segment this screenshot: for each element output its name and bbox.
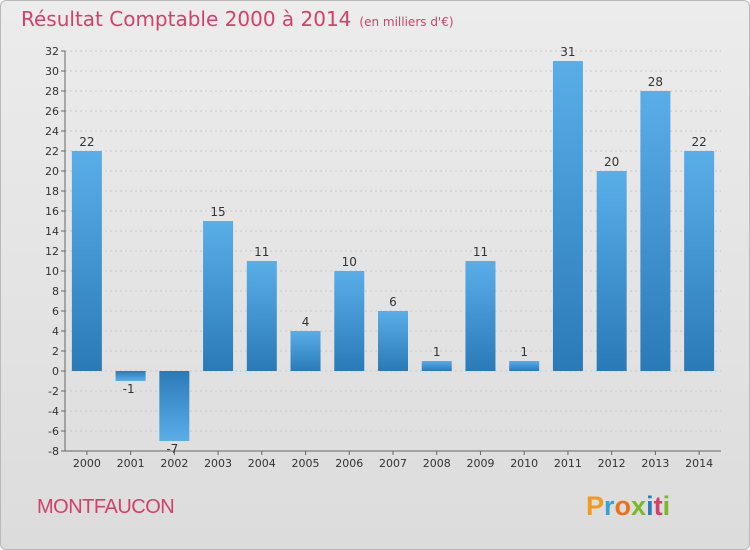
y-tick-label: 8 [52, 285, 59, 298]
value-label: 15 [210, 205, 225, 219]
logo-letter: i [646, 491, 654, 521]
x-tick-label: 2007 [379, 457, 407, 470]
x-tick-label: 2008 [423, 457, 451, 470]
bar [378, 311, 408, 371]
y-tick-label: 18 [45, 185, 59, 198]
x-tick-label: 2000 [73, 457, 101, 470]
value-label: 11 [254, 245, 269, 259]
y-tick-label: -6 [48, 425, 59, 438]
value-label: 1 [520, 345, 528, 359]
logo-letter: o [614, 491, 632, 521]
x-tick-label: 2005 [292, 457, 320, 470]
x-tick-label: 2014 [685, 457, 713, 470]
bar [552, 61, 583, 371]
value-label: 1 [433, 345, 441, 359]
x-tick-label: 2003 [204, 457, 232, 470]
value-label: 4 [302, 315, 310, 329]
logo-letter: t [653, 491, 663, 521]
logo-letter: i [662, 491, 671, 521]
value-label: -1 [123, 382, 135, 396]
bar [115, 371, 146, 381]
x-tick-label: 2012 [598, 457, 626, 470]
bar [465, 261, 496, 371]
value-label: 20 [604, 155, 619, 169]
value-label: 31 [560, 45, 575, 59]
logo-letter: x [631, 491, 647, 521]
chart-title: Résultat Comptable 2000 à 2014 (en millie… [21, 7, 454, 31]
x-tick-label: 2004 [248, 457, 276, 470]
y-tick-label: 24 [45, 125, 59, 138]
bar [509, 361, 540, 371]
y-tick-label: 30 [45, 65, 59, 78]
logo-letter: r [604, 491, 615, 521]
y-tick-label: 2 [52, 345, 59, 358]
commune-name: MONTFAUCON [37, 496, 175, 518]
title-text: Résultat Comptable 2000 à 2014 [21, 7, 352, 31]
y-tick-label: 16 [45, 205, 59, 218]
y-tick-label: -8 [48, 445, 59, 458]
bar [159, 371, 190, 441]
bar [421, 361, 452, 371]
x-tick-label: 2002 [160, 457, 188, 470]
y-tick-label: 4 [52, 325, 59, 338]
y-tick-label: 26 [45, 105, 59, 118]
x-tick-label: 2013 [641, 457, 669, 470]
y-tick-label: -4 [48, 405, 59, 418]
value-label: 6 [389, 295, 397, 309]
bar [71, 151, 102, 371]
y-tick-label: 22 [45, 145, 59, 158]
bar [290, 331, 321, 371]
y-tick-label: 10 [45, 265, 59, 278]
value-label: 11 [473, 245, 488, 259]
x-tick-label: 2009 [466, 457, 494, 470]
y-tick-label: 14 [45, 225, 59, 238]
bar [203, 221, 234, 371]
bar [684, 151, 715, 371]
value-label: 22 [691, 135, 706, 149]
x-tick-label: 2006 [335, 457, 363, 470]
value-label: 22 [79, 135, 94, 149]
y-tick-label: 28 [45, 85, 59, 98]
x-tick-label: 2011 [554, 457, 582, 470]
logo-letter: P [586, 491, 605, 521]
value-label: 28 [648, 75, 663, 89]
y-tick-label: 32 [45, 45, 59, 58]
bar [596, 171, 627, 371]
y-tick-label: 6 [52, 305, 59, 318]
y-tick-label: 20 [45, 165, 59, 178]
x-tick-label: 2010 [510, 457, 538, 470]
bar [334, 271, 365, 371]
bar [640, 91, 671, 371]
bar [246, 261, 277, 371]
chart-subtitle: (en milliers d'€) [359, 15, 454, 29]
proxiti-logo[interactable]: Proxiti [586, 491, 670, 522]
x-tick-label: 2001 [117, 457, 145, 470]
y-tick-label: 0 [52, 365, 59, 378]
y-tick-label: 12 [45, 245, 59, 258]
value-label: 10 [342, 255, 357, 269]
y-tick-label: -2 [48, 385, 59, 398]
value-label: -7 [166, 442, 178, 456]
